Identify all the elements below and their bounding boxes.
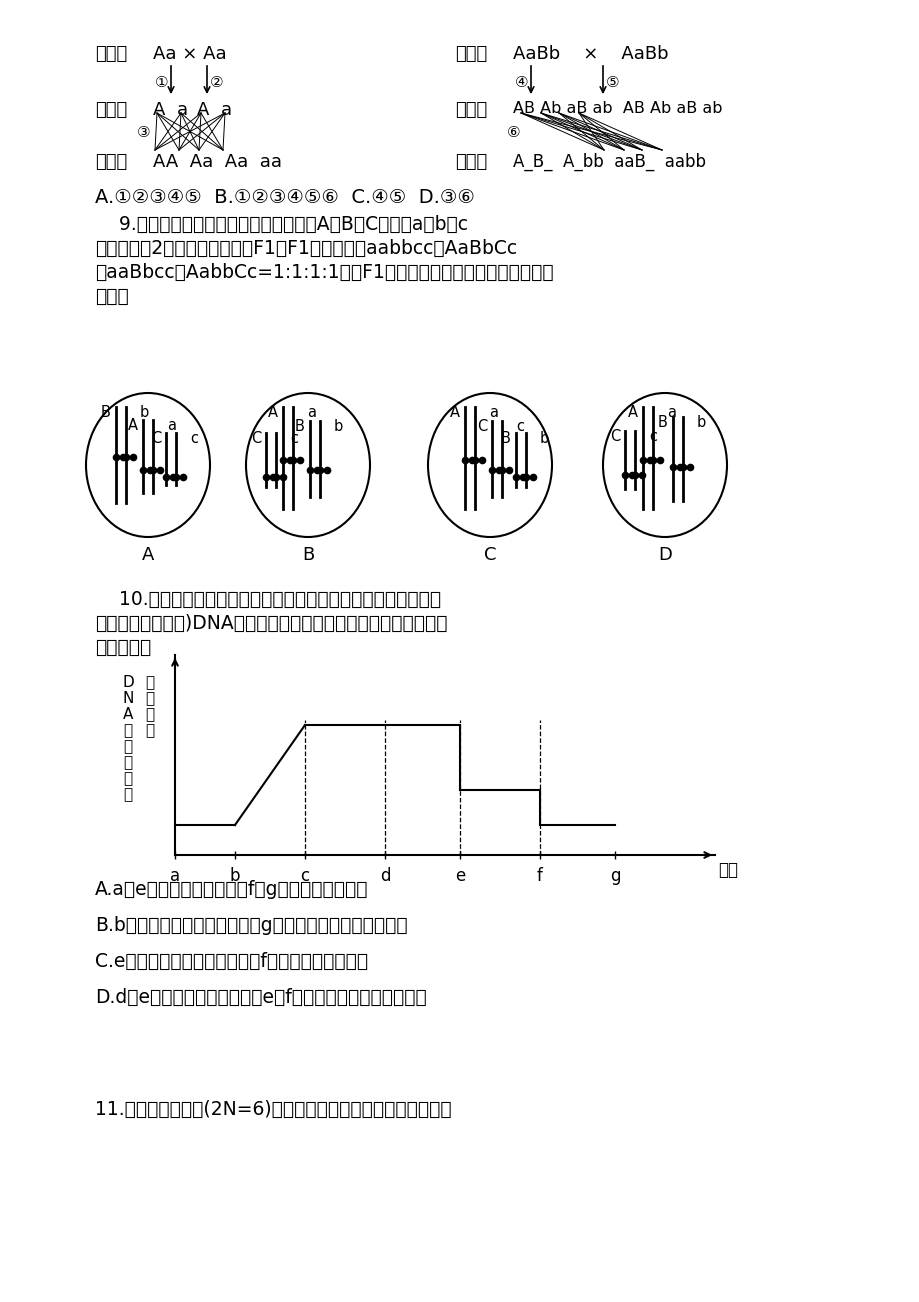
Text: 11.图示为某生物体(2N=6)的细胞分裂。下列相关分析正确的是: 11.图示为某生物体(2N=6)的细胞分裂。下列相关分析正确的是 bbox=[95, 1100, 451, 1118]
Text: B: B bbox=[501, 431, 510, 447]
Text: ：aaBbcc：AabbCc=1:1:1:1。则F1的体细胞中三对基因在染色体上的: ：aaBbcc：AabbCc=1:1:1:1。则F1的体细胞中三对基因在染色体上… bbox=[95, 263, 553, 283]
Text: A: A bbox=[142, 546, 154, 564]
Text: 子代：: 子代： bbox=[455, 154, 487, 171]
Text: 配子：: 配子： bbox=[455, 102, 487, 118]
Text: 亲代：: 亲代： bbox=[95, 46, 127, 62]
Text: AaBb    ×    AaBb: AaBb × AaBb bbox=[513, 46, 668, 62]
Text: 中（不考虑细胞质)DNA分子数量变化。在下列各项中对本图解释完: 中（不考虑细胞质)DNA分子数量变化。在下列各项中对本图解释完 bbox=[95, 615, 447, 633]
Text: 中: 中 bbox=[145, 723, 154, 738]
Text: a: a bbox=[170, 867, 180, 885]
Text: c: c bbox=[648, 428, 656, 444]
Text: AB Ab aB ab  AB Ab aB ab: AB Ab aB ab AB Ab aB ab bbox=[513, 102, 721, 116]
Text: c: c bbox=[289, 431, 298, 447]
Text: C: C bbox=[609, 428, 619, 444]
Text: c: c bbox=[516, 419, 524, 434]
Text: a: a bbox=[666, 405, 675, 421]
Text: g: g bbox=[609, 867, 619, 885]
Text: A.①②③④⑤  B.①②③④⑤⑥  C.④⑤  D.③⑥: A.①②③④⑤ B.①②③④⑤⑥ C.④⑤ D.③⑥ bbox=[95, 187, 474, 207]
Text: B: B bbox=[295, 419, 305, 434]
Text: C: C bbox=[151, 431, 161, 447]
Text: 个: 个 bbox=[145, 674, 154, 690]
Text: A: A bbox=[153, 102, 165, 118]
Text: A: A bbox=[449, 405, 460, 421]
Text: a: a bbox=[489, 405, 497, 421]
Text: C: C bbox=[476, 419, 486, 434]
Text: 细: 细 bbox=[145, 691, 154, 706]
Text: D: D bbox=[657, 546, 671, 564]
Text: a: a bbox=[307, 405, 315, 421]
Text: A.a～e表示初级精母细胞，f～g表示次级精母细胞: A.a～e表示初级精母细胞，f～g表示次级精母细胞 bbox=[95, 880, 369, 898]
Text: N: N bbox=[123, 691, 134, 706]
Text: 亲代：: 亲代： bbox=[455, 46, 487, 62]
Text: B: B bbox=[301, 546, 313, 564]
Text: 配子：: 配子： bbox=[95, 102, 127, 118]
Text: 全正确的是: 全正确的是 bbox=[95, 638, 151, 658]
Text: ①: ① bbox=[154, 76, 168, 90]
Text: B: B bbox=[101, 405, 111, 421]
Text: A: A bbox=[197, 102, 210, 118]
Text: 数: 数 bbox=[123, 771, 132, 786]
Text: 为显性。用2个纯合个体杂交得F1，F1测交结果为aabbcc：AaBbCc: 为显性。用2个纯合个体杂交得F1，F1测交结果为aabbcc：AaBbCc bbox=[95, 240, 516, 258]
Text: c: c bbox=[301, 867, 309, 885]
Text: a: a bbox=[221, 102, 232, 118]
Text: 时间: 时间 bbox=[717, 861, 737, 879]
Text: C.e点表示次级精母细胞形成，f点表示减数分裂结束: C.e点表示次级精母细胞形成，f点表示减数分裂结束 bbox=[95, 952, 368, 971]
Text: 分: 分 bbox=[123, 740, 132, 754]
Text: AA  Aa  Aa  aa: AA Aa Aa aa bbox=[153, 154, 282, 171]
Text: b: b bbox=[334, 419, 343, 434]
Text: b: b bbox=[230, 867, 240, 885]
Text: D.d～e过程同源染色体分离，e～f过程非同源染色体自由组合: D.d～e过程同源染色体分离，e～f过程非同源染色体自由组合 bbox=[95, 988, 426, 1006]
Text: 10.下图表示发生在某动物精巢内形成精子的过程中，每个细胞: 10.下图表示发生在某动物精巢内形成精子的过程中，每个细胞 bbox=[95, 590, 440, 609]
Text: 每: 每 bbox=[123, 723, 132, 738]
Text: a: a bbox=[176, 102, 187, 118]
Text: a: a bbox=[167, 418, 176, 434]
Text: A: A bbox=[123, 707, 133, 723]
Text: b: b bbox=[539, 431, 549, 447]
Text: A: A bbox=[128, 418, 138, 434]
Text: c: c bbox=[190, 431, 198, 447]
Text: C: C bbox=[251, 431, 261, 447]
Text: B: B bbox=[657, 415, 667, 430]
Text: ⑥: ⑥ bbox=[506, 125, 520, 141]
Text: 子代：: 子代： bbox=[95, 154, 127, 171]
Text: D: D bbox=[123, 674, 134, 690]
Text: ④: ④ bbox=[515, 76, 528, 90]
Text: 9.某动物细胞中位于常染色体上的基因A、B、C分别对a、b、c: 9.某动物细胞中位于常染色体上的基因A、B、C分别对a、b、c bbox=[95, 215, 468, 234]
Text: e: e bbox=[454, 867, 465, 885]
Text: C: C bbox=[483, 546, 495, 564]
Text: 子: 子 bbox=[123, 755, 132, 769]
Text: b: b bbox=[697, 415, 706, 430]
Text: A: A bbox=[267, 405, 278, 421]
Text: 位置是: 位置是 bbox=[95, 286, 129, 306]
Text: d: d bbox=[380, 867, 390, 885]
Text: A_B_  A_bb  aaB_  aabb: A_B_ A_bb aaB_ aabb bbox=[513, 154, 705, 172]
Text: f: f bbox=[537, 867, 542, 885]
Text: 胞: 胞 bbox=[145, 707, 154, 723]
Text: ⑤: ⑤ bbox=[606, 76, 619, 90]
Text: A: A bbox=[628, 405, 637, 421]
Text: Aa × Aa: Aa × Aa bbox=[153, 46, 226, 62]
Text: B.b点表示初级精母细胞形成，g点表示减数第二次分裂结束: B.b点表示初级精母细胞形成，g点表示减数第二次分裂结束 bbox=[95, 917, 407, 935]
Text: 量: 量 bbox=[123, 786, 132, 802]
Text: ②: ② bbox=[210, 76, 223, 90]
Text: b: b bbox=[140, 405, 149, 421]
Text: ③: ③ bbox=[137, 125, 151, 141]
